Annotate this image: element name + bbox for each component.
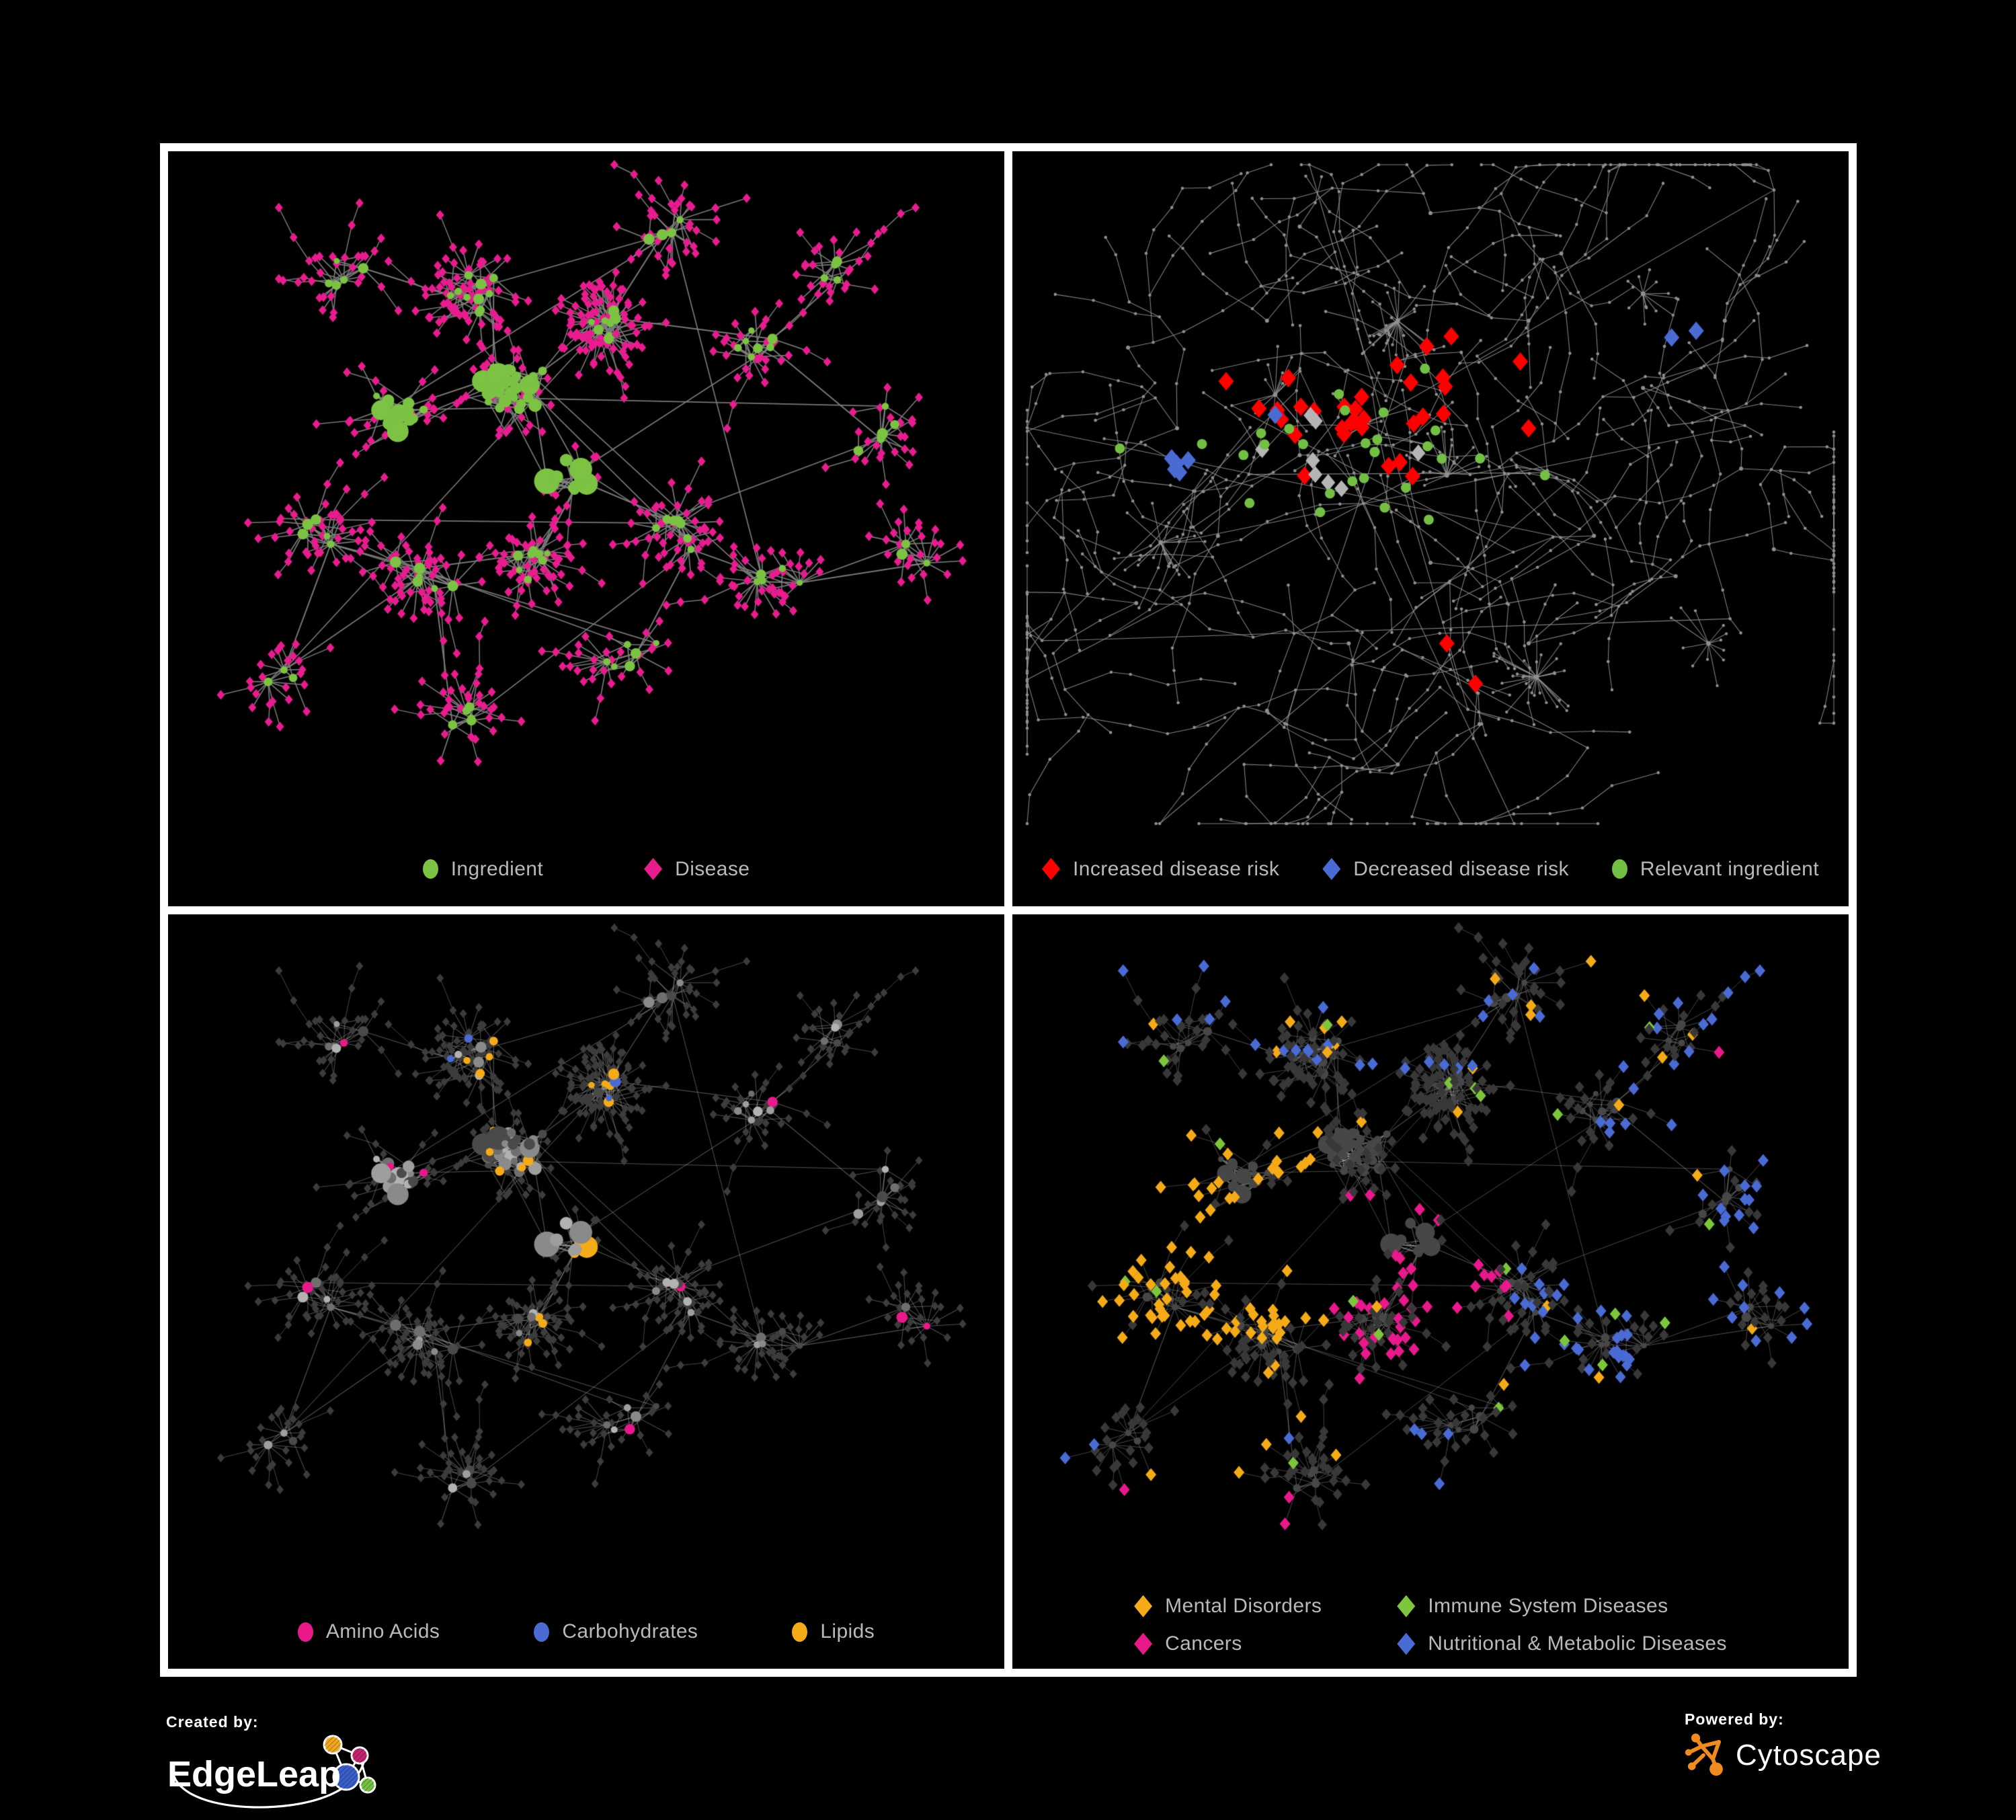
legend-label: Cancers <box>1165 1632 1242 1655</box>
network-canvas-disease-classes <box>1012 914 1849 1669</box>
legend-item-amino-acids: Amino Acids <box>297 1620 440 1643</box>
edgeleap-logo: EdgeLeap <box>167 1735 376 1809</box>
legend-item-immune-system-diseases: Immune System Diseases <box>1397 1595 1727 1618</box>
legend-item-increased-risk: Increased disease risk <box>1042 858 1279 881</box>
ingredient-circle-swatch <box>422 859 438 879</box>
powered-by-label: Powered by: <box>1685 1710 1784 1728</box>
legend-item-lipids: Lipids <box>792 1620 875 1643</box>
panel-ingredient-disease: Ingredient Disease <box>168 151 1004 906</box>
created-by-block: Created by: EdgeLeap <box>166 1713 395 1813</box>
legend-label: Decreased disease risk <box>1353 857 1569 880</box>
legend-label: Disease <box>675 857 750 880</box>
disease-diamond-swatch <box>644 858 663 880</box>
panel-disease-classes: Mental Disorders Immune System Diseases … <box>1012 914 1849 1669</box>
legend-label: Relevant ingredient <box>1640 857 1819 880</box>
legend-item-ingredient: Ingredient <box>422 857 544 881</box>
mental-disorders-diamond-swatch <box>1134 1595 1153 1618</box>
legend-item-decreased-risk: Decreased disease risk <box>1322 858 1569 881</box>
relevant-ingredient-circle-swatch <box>1611 859 1627 879</box>
legend-label: Nutritional & Metabolic Diseases <box>1428 1632 1727 1655</box>
legend-label: Increased disease risk <box>1073 857 1280 880</box>
network-canvas-ingredient-classes <box>168 914 1004 1669</box>
legend-ingredient-disease: Ingredient Disease <box>168 858 1004 881</box>
legend-item-nutritional-metabolic-diseases: Nutritional & Metabolic Diseases <box>1397 1632 1727 1655</box>
increased-risk-diamond-swatch <box>1042 858 1060 880</box>
cancers-diamond-swatch <box>1134 1632 1153 1655</box>
carbohydrates-circle-swatch <box>534 1622 550 1642</box>
network-canvas-ingredient-disease <box>168 151 1004 906</box>
lipids-circle-swatch <box>792 1622 808 1642</box>
legend-label: Immune System Diseases <box>1428 1595 1668 1617</box>
legend-label: Lipids <box>820 1620 875 1643</box>
legend-label: Mental Disorders <box>1165 1595 1322 1617</box>
legend-label: Amino Acids <box>325 1620 440 1643</box>
legend-item-cancers: Cancers <box>1134 1632 1322 1655</box>
powered-by-block: Powered by: Cytoscape <box>1685 1710 1882 1780</box>
legend-item-relevant-ingredient: Relevant ingredient <box>1611 857 1819 881</box>
created-by-label: Created by: <box>166 1713 259 1731</box>
legend-label: Ingredient <box>450 857 544 880</box>
network-canvas-disease-risk <box>1012 151 1849 906</box>
decreased-risk-diamond-swatch <box>1322 858 1341 880</box>
immune-diseases-diamond-swatch <box>1397 1595 1416 1618</box>
legend-disease-risk: Increased disease risk Decreased disease… <box>1012 858 1849 881</box>
legend-ingredient-classes: Amino Acids Carbohydrates Lipids <box>168 1620 1004 1643</box>
figure-grid: Ingredient Disease Increased disease ris… <box>160 143 1857 1677</box>
legend-item-carbohydrates: Carbohydrates <box>534 1620 698 1643</box>
cytoscape-wordmark: Cytoscape <box>1736 1739 1882 1772</box>
amino-acids-circle-swatch <box>297 1622 313 1642</box>
legend-item-mental-disorders: Mental Disorders <box>1134 1595 1322 1618</box>
legend-item-disease: Disease <box>644 858 750 881</box>
cytoscape-logo-icon <box>1685 1733 1723 1776</box>
edgeleap-wordmark: EdgeLeap <box>167 1754 341 1794</box>
panel-disease-risk: Increased disease risk Decreased disease… <box>1012 151 1849 906</box>
legend-disease-classes: Mental Disorders Immune System Diseases … <box>1134 1595 1727 1655</box>
nutritional-metabolic-diamond-swatch <box>1397 1632 1416 1655</box>
panel-ingredient-classes: Amino Acids Carbohydrates Lipids <box>168 914 1004 1669</box>
legend-label: Carbohydrates <box>562 1620 698 1643</box>
